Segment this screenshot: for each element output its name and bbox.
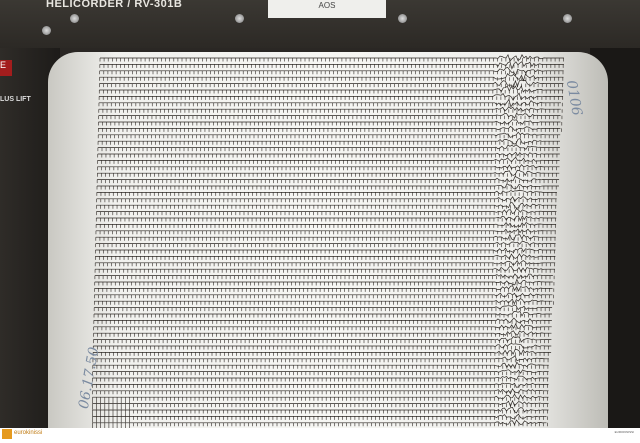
trace-line <box>97 156 560 163</box>
station-label: AOS <box>268 0 386 18</box>
screw-icon <box>70 14 79 23</box>
trace-line <box>96 202 557 209</box>
trace-line <box>100 53 564 62</box>
trace-line <box>96 222 557 228</box>
trace-line <box>99 66 564 76</box>
trace-line <box>94 298 553 305</box>
trace-line <box>95 253 556 260</box>
trace-line <box>96 208 557 214</box>
recording-drum <box>48 52 608 430</box>
trace-line <box>99 85 564 93</box>
trace-line <box>97 144 560 150</box>
trace-line <box>99 72 564 82</box>
instrument-panel: HELICORDER / RV-301B AOS <box>0 0 640 48</box>
trace-line <box>98 138 560 145</box>
trace-line <box>97 169 560 176</box>
stylus-lift-label: LUS LIFT <box>0 96 31 103</box>
trace-line <box>99 61 564 70</box>
red-button[interactable]: E <box>0 60 12 76</box>
trace-line <box>98 98 561 108</box>
trace-line <box>99 92 564 101</box>
trace-line <box>95 228 556 234</box>
screw-icon <box>398 14 407 23</box>
trace-line <box>94 273 553 279</box>
device-title: HELICORDER / RV-301B <box>46 0 183 10</box>
trace-line <box>94 311 552 317</box>
trace-line <box>97 151 560 157</box>
trace-line <box>93 322 552 329</box>
trace-line <box>94 285 553 292</box>
trace-line <box>98 119 561 125</box>
trace-line <box>97 183 559 190</box>
trace-line <box>97 176 560 183</box>
trace-line <box>95 265 555 273</box>
trace-line <box>95 241 556 246</box>
trace-line <box>98 112 561 119</box>
trace-line <box>96 195 557 203</box>
trace-line <box>96 215 557 222</box>
trace-line <box>97 164 560 169</box>
trace-line <box>99 79 564 88</box>
screw-icon <box>563 14 572 23</box>
trace-line <box>95 247 556 253</box>
screw-icon <box>42 26 51 35</box>
trace-line <box>98 106 561 112</box>
trace-line <box>98 131 561 138</box>
trace-line <box>98 125 561 131</box>
screw-icon <box>235 14 244 23</box>
trace-line <box>95 233 556 241</box>
trace-line <box>95 260 556 266</box>
trace-line <box>96 190 557 195</box>
